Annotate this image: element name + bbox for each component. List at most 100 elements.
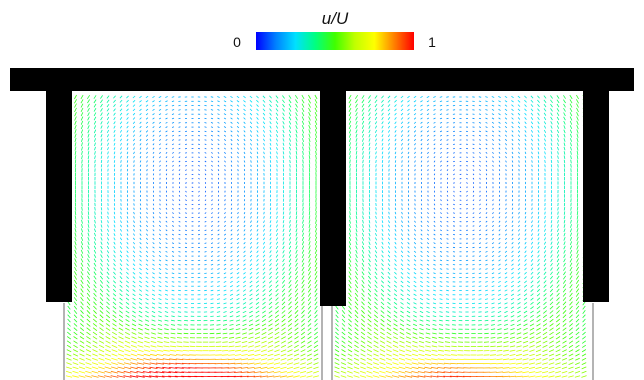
- velocity-vector: [431, 358, 438, 361]
- velocity-vector: [388, 220, 390, 224]
- velocity-vector: [576, 103, 579, 108]
- velocity-vector: [549, 344, 554, 348]
- velocity-vector: [536, 319, 541, 323]
- velocity-vector: [124, 349, 131, 353]
- velocity-vector: [537, 95, 540, 99]
- velocity-vector: [438, 328, 444, 330]
- velocity-vector: [74, 155, 77, 160]
- velocity-vector: [439, 143, 443, 146]
- velocity-vector: [80, 254, 84, 259]
- velocity-vector: [274, 314, 280, 319]
- velocity-vector: [394, 99, 397, 103]
- velocity-vector: [504, 289, 508, 292]
- velocity-vector: [478, 259, 482, 262]
- velocity-vector: [282, 207, 285, 211]
- velocity-vector: [400, 125, 404, 129]
- velocity-vector: [407, 143, 410, 146]
- velocity-vector: [132, 276, 136, 279]
- velocity-vector: [556, 121, 560, 125]
- velocity-vector: [517, 121, 521, 125]
- velocity-vector: [349, 228, 351, 233]
- velocity-vector: [119, 95, 123, 99]
- velocity-vector: [426, 237, 430, 240]
- velocity-vector: [575, 305, 580, 310]
- velocity-vector: [276, 160, 278, 163]
- velocity-vector: [302, 206, 304, 211]
- velocity-vector: [400, 250, 404, 254]
- velocity-vector: [557, 215, 559, 220]
- velocity-vector: [413, 125, 417, 129]
- velocity-vector: [144, 323, 150, 327]
- velocity-vector: [401, 155, 403, 159]
- velocity-vector: [490, 332, 496, 335]
- velocity-vector: [79, 340, 85, 344]
- velocity-vector: [381, 138, 384, 142]
- velocity-vector: [530, 95, 534, 99]
- velocity-vector: [440, 160, 442, 163]
- velocity-vector: [308, 223, 311, 229]
- velocity-vector: [375, 215, 377, 219]
- velocity-vector: [295, 120, 298, 125]
- velocity-vector: [280, 366, 287, 370]
- velocity-vector: [550, 211, 553, 215]
- velocity-vector: [478, 233, 482, 236]
- velocity-vector: [204, 173, 207, 176]
- velocity-vector: [537, 207, 540, 211]
- velocity-vector: [125, 306, 130, 310]
- velocity-vector: [530, 246, 534, 249]
- velocity-vector: [450, 354, 458, 356]
- velocity-vector: [413, 108, 417, 112]
- velocity-vector: [104, 357, 112, 361]
- velocity-vector: [100, 134, 103, 138]
- velocity-vector: [531, 224, 533, 228]
- velocity-vector: [308, 107, 311, 113]
- velocity-vector: [400, 302, 404, 305]
- velocity-vector: [413, 259, 417, 262]
- velocity-vector: [426, 113, 430, 116]
- velocity-vector: [230, 280, 233, 283]
- velocity-vector: [177, 332, 182, 335]
- velocity-vector: [146, 151, 148, 154]
- velocity-vector: [262, 246, 266, 249]
- velocity-vector: [282, 138, 285, 142]
- velocity-vector: [420, 151, 423, 154]
- velocity-vector: [570, 138, 572, 142]
- velocity-vector: [113, 250, 116, 254]
- velocity-vector: [367, 340, 372, 344]
- velocity-vector: [446, 281, 449, 283]
- velocity-vector: [145, 121, 149, 124]
- velocity-vector: [563, 207, 566, 211]
- velocity-vector: [255, 297, 260, 301]
- velocity-vector: [139, 147, 142, 150]
- velocity-vector: [210, 255, 214, 257]
- velocity-vector: [563, 138, 566, 142]
- velocity-vector: [379, 353, 386, 357]
- velocity-vector: [93, 125, 97, 129]
- velocity-vector: [479, 173, 481, 176]
- velocity-vector: [556, 310, 560, 314]
- velocity-vector: [569, 129, 573, 134]
- velocity-vector: [556, 267, 560, 271]
- velocity-vector: [74, 249, 77, 254]
- velocity-vector: [563, 155, 566, 159]
- velocity-vector: [375, 142, 377, 146]
- velocity-vector: [224, 220, 226, 223]
- velocity-vector: [426, 268, 430, 270]
- velocity-vector: [569, 125, 573, 130]
- velocity-vector: [217, 216, 220, 219]
- velocity-vector: [223, 100, 227, 103]
- velocity-vector: [381, 258, 384, 262]
- velocity-vector: [349, 137, 351, 143]
- velocity-vector: [446, 294, 449, 296]
- velocity-vector: [557, 224, 559, 228]
- velocity-vector: [172, 169, 174, 171]
- velocity-vector: [120, 224, 122, 228]
- velocity-vector: [335, 331, 339, 336]
- velocity-vector: [288, 129, 292, 134]
- velocity-vector: [185, 212, 187, 214]
- velocity-vector: [269, 211, 272, 215]
- velocity-vector: [295, 107, 298, 112]
- velocity-vector: [164, 298, 169, 300]
- velocity-vector: [106, 301, 110, 306]
- velocity-vector: [556, 305, 560, 310]
